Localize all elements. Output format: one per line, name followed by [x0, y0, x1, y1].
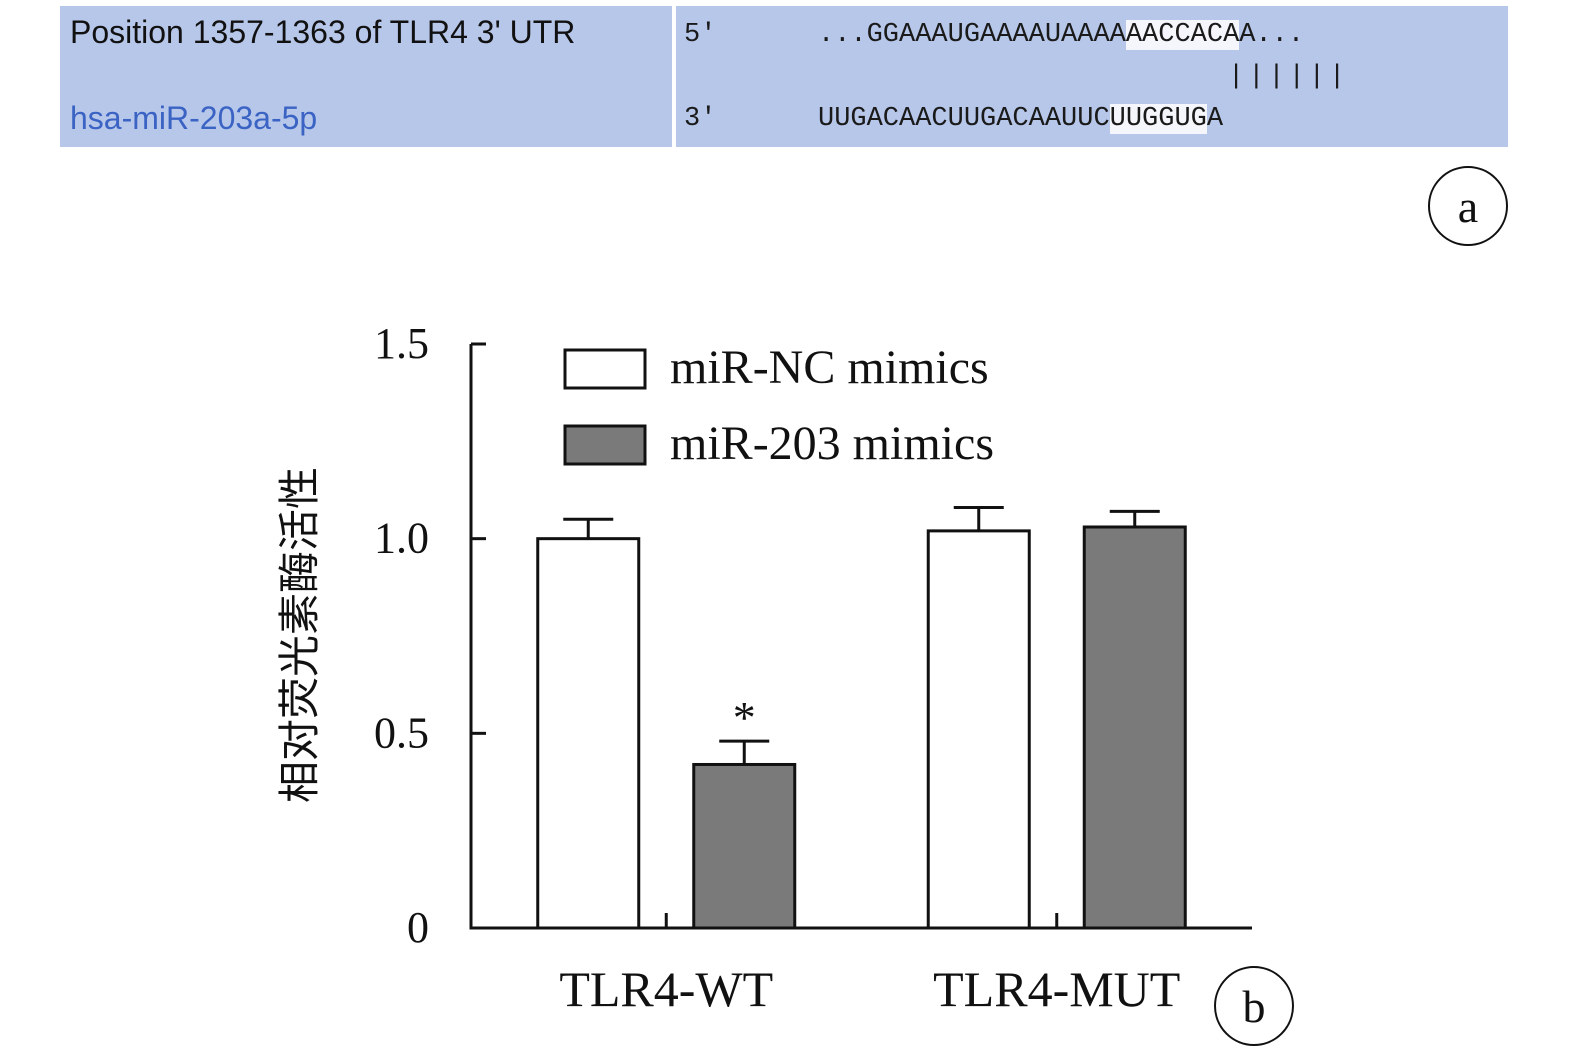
mir-seed-site: UUGGUG [1109, 104, 1207, 134]
y-tick-label: 1.0 [374, 514, 429, 563]
utr-seq-suffix: A... [1239, 20, 1305, 50]
mir-seq-suffix: A [1206, 104, 1224, 134]
utr-sequence: ...GGAAAUGAAAAUAAAAAACCACAA... [818, 20, 1305, 50]
alignment-divider [672, 6, 676, 147]
y-tick-label: 0 [407, 903, 429, 952]
y-tick-label: 0.5 [374, 708, 429, 757]
base-pairing-lines: |||||| [1228, 62, 1350, 92]
alignment-panel [60, 6, 1508, 147]
significance-marker: * [733, 692, 756, 743]
legend-swatch [563, 424, 647, 466]
mir-3prime-label: 3' [684, 104, 717, 134]
bar [1082, 525, 1187, 930]
bar [692, 762, 797, 930]
bar [536, 537, 641, 930]
y-tick-label: 1.5 [374, 319, 429, 368]
mirna-name-label: hsa-miR-203a-5p [70, 100, 318, 136]
bar [926, 529, 1031, 930]
legend-label: miR-NC mimics [670, 341, 989, 394]
utr-5prime-label: 5' [684, 20, 717, 50]
legend-swatch [563, 348, 647, 390]
utr-seed-site: AACCACA [1125, 20, 1240, 50]
panel-b-tag: b [1214, 966, 1294, 1046]
mirna-sequence: UUGACAACUUGACAAUUCUUGGUGA [818, 104, 1224, 134]
mir-seq-prefix: UUGACAACUUGACAAUUC [818, 104, 1110, 134]
utr-seq-prefix: ...GGAAAUGAAAAUAAAA [818, 20, 1126, 50]
x-category-label: TLR4-MUT [933, 961, 1180, 1017]
utr-position-label: Position 1357-1363 of TLR4 3' UTR [70, 14, 576, 50]
panel-a-tag: a [1428, 166, 1508, 246]
legend-label: miR-203 mimics [670, 417, 994, 470]
x-category-label: TLR4-WT [559, 961, 773, 1017]
